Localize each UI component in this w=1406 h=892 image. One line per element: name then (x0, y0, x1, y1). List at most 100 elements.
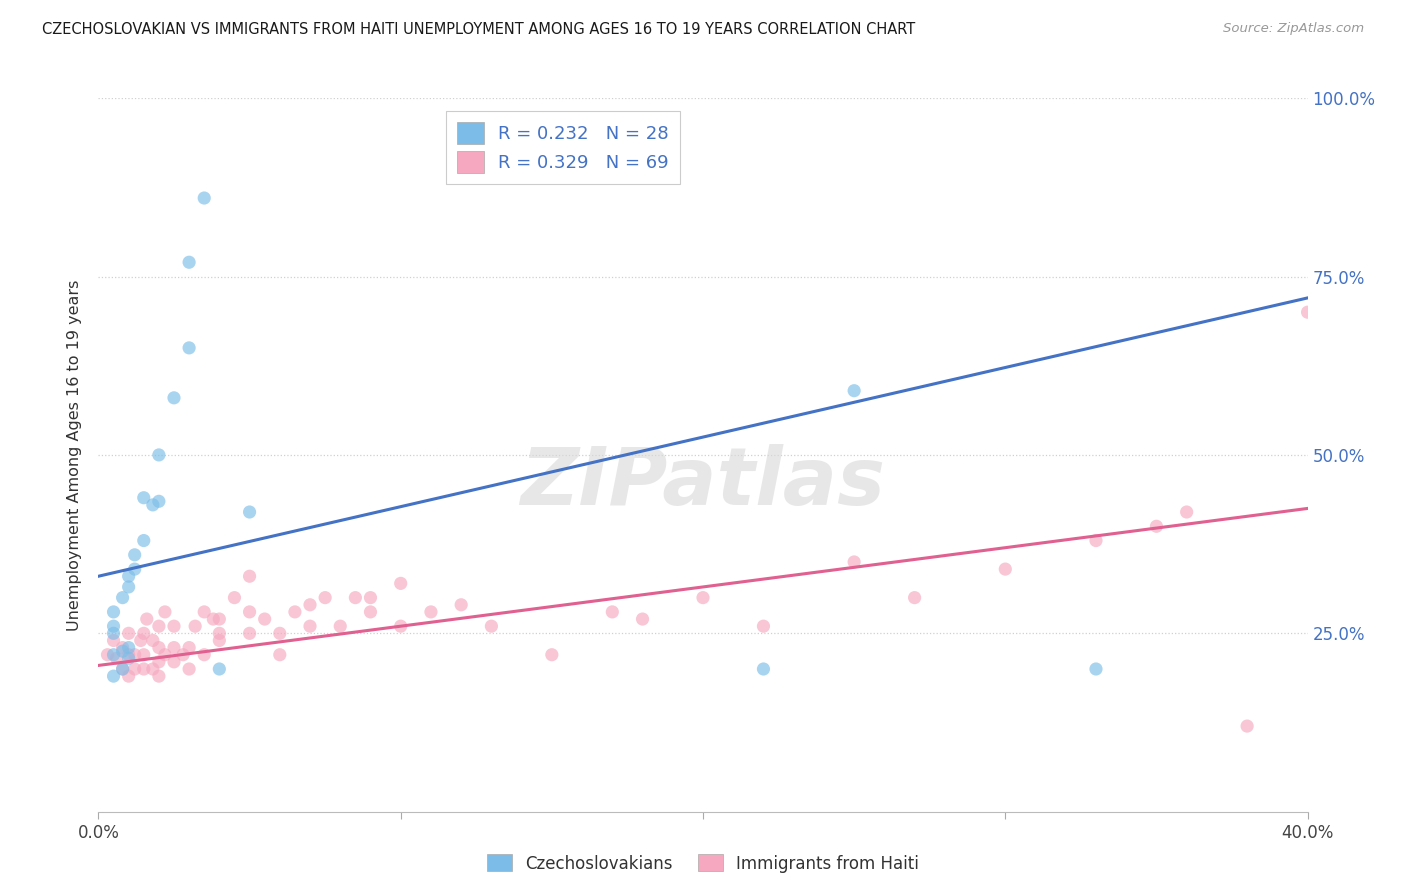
Point (208, 633, 231, 648)
Point (420, 605, 443, 619)
Point (208, 626, 231, 640)
Point (1236, 719, 1258, 733)
Point (132, 533, 155, 548)
Point (148, 494, 170, 508)
Point (103, 626, 125, 640)
Text: ZIPatlas: ZIPatlas (520, 444, 886, 523)
Point (1296, 305, 1319, 319)
Point (202, 612, 225, 626)
Point (132, 626, 155, 640)
Point (163, 655, 186, 669)
Point (179, 341, 201, 355)
Point (172, 648, 194, 662)
Point (193, 191, 215, 205)
Point (269, 626, 291, 640)
Point (239, 605, 262, 619)
Point (111, 662, 134, 676)
Point (118, 669, 141, 683)
Point (299, 598, 322, 612)
Point (184, 619, 207, 633)
Point (208, 662, 231, 676)
Point (148, 448, 170, 462)
Text: Source: ZipAtlas.com: Source: ZipAtlas.com (1223, 22, 1364, 36)
Point (224, 591, 246, 605)
Point (208, 612, 231, 626)
Point (752, 662, 775, 676)
Point (132, 662, 155, 676)
Point (118, 569, 141, 583)
Point (329, 619, 352, 633)
Point (239, 569, 262, 583)
Point (904, 591, 927, 605)
Point (118, 626, 141, 640)
Point (105, 651, 128, 665)
Point (148, 619, 170, 633)
Point (118, 648, 141, 662)
Legend: R = 0.232   N = 28, R = 0.329   N = 69: R = 0.232 N = 28, R = 0.329 N = 69 (446, 111, 681, 184)
Point (103, 669, 125, 683)
Point (844, 555, 866, 569)
Point (148, 655, 170, 669)
Point (153, 605, 176, 619)
Point (360, 591, 382, 605)
Point (148, 640, 170, 655)
Point (142, 498, 165, 512)
Point (631, 612, 654, 626)
Point (111, 644, 134, 658)
Text: CZECHOSLOVAKIAN VS IMMIGRANTS FROM HAITI UNEMPLOYMENT AMONG AGES 16 TO 19 YEARS : CZECHOSLOVAKIAN VS IMMIGRANTS FROM HAITI… (42, 22, 915, 37)
Point (1085, 662, 1108, 676)
Point (118, 640, 141, 655)
Point (103, 648, 125, 662)
Point (752, 619, 775, 633)
Point (284, 605, 307, 619)
Point (692, 591, 714, 605)
Point (314, 591, 336, 605)
Point (481, 619, 503, 633)
Point (163, 391, 186, 405)
Point (844, 384, 866, 398)
Point (1085, 533, 1108, 548)
Point (163, 640, 186, 655)
Point (253, 612, 276, 626)
Point (135, 612, 157, 626)
Point (269, 648, 291, 662)
Point (239, 505, 262, 519)
Legend: Czechoslovakians, Immigrants from Haiti: Czechoslovakians, Immigrants from Haiti (481, 847, 925, 880)
Point (142, 662, 165, 676)
Point (239, 626, 262, 640)
Point (193, 648, 215, 662)
Point (111, 640, 134, 655)
Point (299, 619, 322, 633)
Point (179, 640, 201, 655)
Point (360, 605, 382, 619)
Point (994, 562, 1017, 576)
Point (389, 619, 412, 633)
Point (450, 598, 472, 612)
Point (124, 662, 146, 676)
Point (163, 619, 186, 633)
Point (344, 591, 367, 605)
Point (124, 648, 146, 662)
Point (111, 591, 134, 605)
Point (111, 662, 134, 676)
Point (118, 651, 141, 665)
Point (1144, 519, 1167, 533)
Point (118, 580, 141, 594)
Point (142, 633, 165, 648)
Point (1175, 505, 1198, 519)
Point (124, 548, 146, 562)
Point (540, 648, 562, 662)
Point (103, 633, 125, 648)
Point (132, 491, 155, 505)
Point (96, 648, 118, 662)
Point (389, 576, 412, 591)
Point (129, 633, 152, 648)
Point (179, 255, 201, 269)
Point (124, 562, 146, 576)
Point (132, 648, 155, 662)
Point (602, 605, 624, 619)
Y-axis label: Unemployment Among Ages 16 to 19 years: Unemployment Among Ages 16 to 19 years (67, 279, 83, 631)
Point (103, 605, 125, 619)
Point (179, 662, 201, 676)
Point (148, 669, 170, 683)
